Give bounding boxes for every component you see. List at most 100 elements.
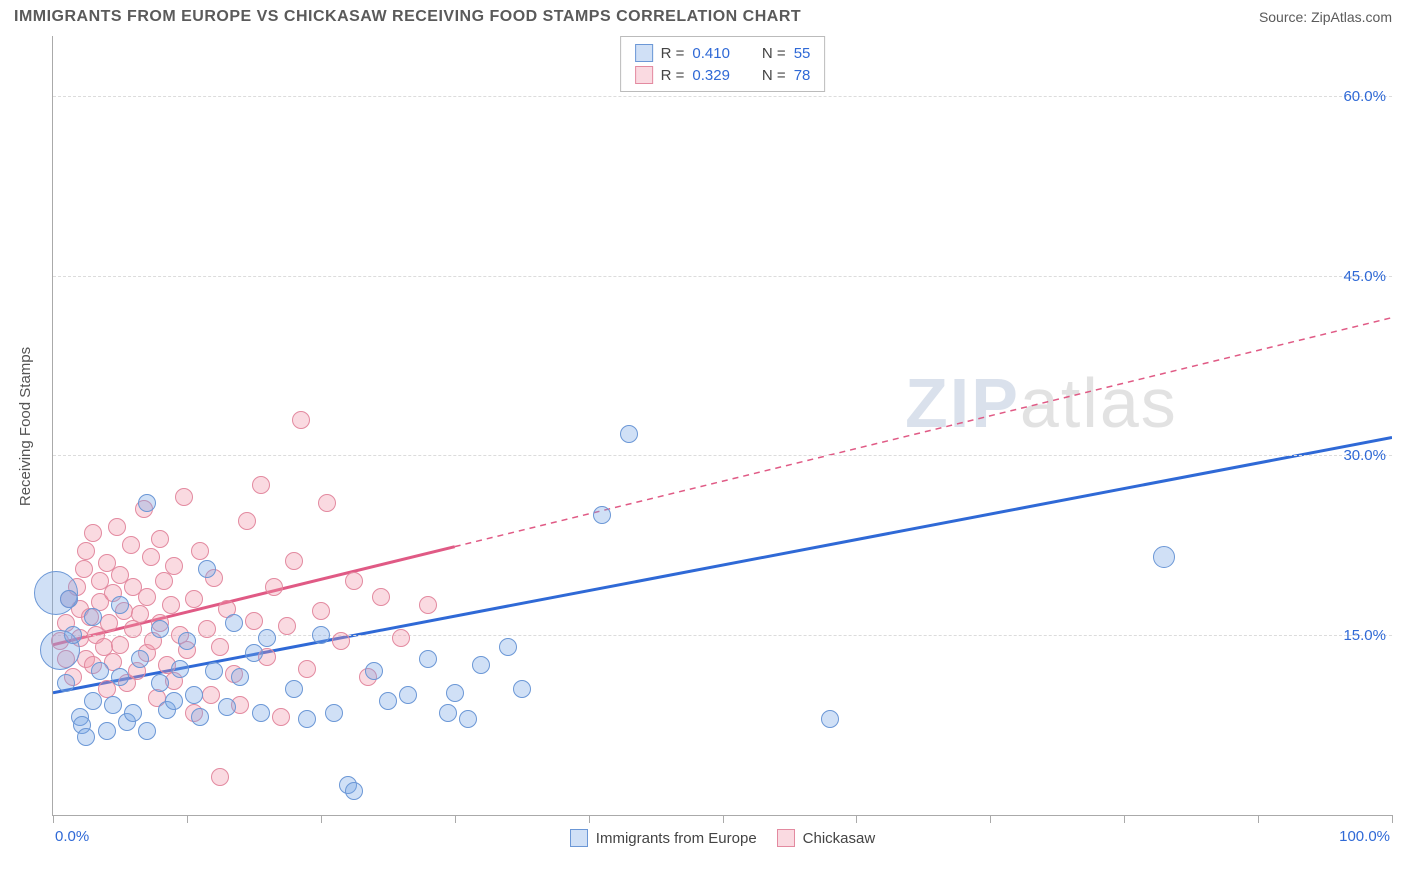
legend-swatch-chickasaw — [635, 66, 653, 84]
watermark: ZIPatlas — [905, 363, 1178, 443]
scatter-point — [138, 722, 156, 740]
scatter-point — [272, 708, 290, 726]
scatter-point — [175, 488, 193, 506]
scatter-point — [225, 614, 243, 632]
scatter-point — [245, 644, 263, 662]
x-tick — [321, 815, 322, 823]
x-tick — [723, 815, 724, 823]
r-value-europe: 0.410 — [692, 45, 730, 62]
x-tick — [589, 815, 590, 823]
scatter-point — [124, 704, 142, 722]
n-label: N = — [762, 45, 786, 62]
legend-swatch-europe — [570, 829, 588, 847]
scatter-point — [151, 620, 169, 638]
gridline — [53, 276, 1392, 277]
y-tick-label: 60.0% — [1343, 88, 1386, 105]
x-tick — [53, 815, 54, 823]
scatter-point — [111, 596, 129, 614]
y-axis-label: Receiving Food Stamps — [18, 346, 35, 505]
scatter-point — [77, 542, 95, 560]
scatter-point — [419, 596, 437, 614]
scatter-point — [365, 662, 383, 680]
x-min-label: 0.0% — [55, 828, 89, 845]
scatter-point — [252, 476, 270, 494]
y-tick-label: 45.0% — [1343, 268, 1386, 285]
scatter-point — [318, 494, 336, 512]
scatter-point — [191, 708, 209, 726]
correlation-legend: R = 0.410 N = 55 R = 0.329 N = 78 — [620, 36, 826, 92]
legend-row-europe: R = 0.410 N = 55 — [635, 42, 811, 64]
chart-area: Receiving Food Stamps ZIPatlas R = 0.410… — [14, 36, 1392, 876]
gridline — [53, 635, 1392, 636]
scatter-point — [312, 626, 330, 644]
scatter-point — [345, 782, 363, 800]
scatter-point — [108, 518, 126, 536]
scatter-point — [419, 650, 437, 668]
scatter-point — [238, 512, 256, 530]
scatter-point — [459, 710, 477, 728]
scatter-point — [620, 425, 638, 443]
chart-title: IMMIGRANTS FROM EUROPE VS CHICKASAW RECE… — [14, 8, 801, 26]
scatter-point — [202, 686, 220, 704]
scatter-point — [392, 629, 410, 647]
scatter-point — [185, 686, 203, 704]
scatter-point — [84, 608, 102, 626]
scatter-point — [178, 632, 196, 650]
scatter-point — [245, 612, 263, 630]
scatter-point — [111, 668, 129, 686]
source-link[interactable]: ZipAtlas.com — [1311, 9, 1392, 25]
scatter-point — [191, 542, 209, 560]
r-label: R = — [661, 45, 685, 62]
source-label: Source: — [1259, 9, 1311, 25]
scatter-point — [122, 536, 140, 554]
scatter-point — [60, 590, 78, 608]
x-tick — [1124, 815, 1125, 823]
scatter-point — [57, 674, 75, 692]
watermark-atlas: atlas — [1020, 364, 1178, 442]
scatter-point — [298, 660, 316, 678]
scatter-point — [265, 578, 283, 596]
scatter-point — [472, 656, 490, 674]
r-label: R = — [661, 67, 685, 84]
n-label: N = — [762, 67, 786, 84]
scatter-point — [258, 629, 276, 647]
scatter-point — [345, 572, 363, 590]
scatter-point — [211, 768, 229, 786]
scatter-point — [165, 692, 183, 710]
scatter-point — [211, 638, 229, 656]
scatter-point — [165, 557, 183, 575]
scatter-point — [198, 620, 216, 638]
plot-region: ZIPatlas R = 0.410 N = 55 R = 0.329 N = … — [52, 36, 1392, 816]
scatter-point — [593, 506, 611, 524]
series-legend: Immigrants from Europe Chickasaw — [53, 829, 1392, 847]
legend-label-europe: Immigrants from Europe — [596, 830, 757, 847]
scatter-point — [64, 626, 82, 644]
scatter-point — [1153, 546, 1175, 568]
legend-label-chickasaw: Chickasaw — [803, 830, 876, 847]
scatter-point — [138, 494, 156, 512]
scatter-point — [84, 692, 102, 710]
scatter-point — [372, 588, 390, 606]
x-max-label: 100.0% — [1339, 828, 1390, 845]
scatter-point — [155, 572, 173, 590]
legend-swatch-europe — [635, 44, 653, 62]
scatter-point — [124, 620, 142, 638]
y-axis-label-container: Receiving Food Stamps — [12, 36, 40, 816]
x-tick — [856, 815, 857, 823]
legend-swatch-chickasaw — [777, 829, 795, 847]
trend-lines-svg — [53, 36, 1392, 815]
legend-row-chickasaw: R = 0.329 N = 78 — [635, 64, 811, 86]
n-value-chickasaw: 78 — [794, 67, 811, 84]
r-value-chickasaw: 0.329 — [692, 67, 730, 84]
scatter-point — [278, 617, 296, 635]
scatter-point — [298, 710, 316, 728]
n-value-europe: 55 — [794, 45, 811, 62]
scatter-point — [231, 668, 249, 686]
scatter-point — [100, 614, 118, 632]
x-tick — [1258, 815, 1259, 823]
scatter-point — [292, 411, 310, 429]
scatter-point — [91, 662, 109, 680]
chart-header: IMMIGRANTS FROM EUROPE VS CHICKASAW RECE… — [0, 0, 1406, 32]
scatter-point — [104, 696, 122, 714]
scatter-point — [446, 684, 464, 702]
